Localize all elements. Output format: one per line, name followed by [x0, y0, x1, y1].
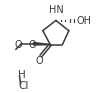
Text: H: H — [18, 70, 26, 80]
Text: O: O — [14, 40, 22, 50]
Text: HN: HN — [49, 5, 64, 15]
Text: O: O — [35, 56, 43, 66]
Text: Cl: Cl — [18, 81, 29, 91]
Text: OH: OH — [77, 16, 92, 26]
Polygon shape — [33, 42, 50, 45]
Text: O: O — [28, 40, 36, 50]
